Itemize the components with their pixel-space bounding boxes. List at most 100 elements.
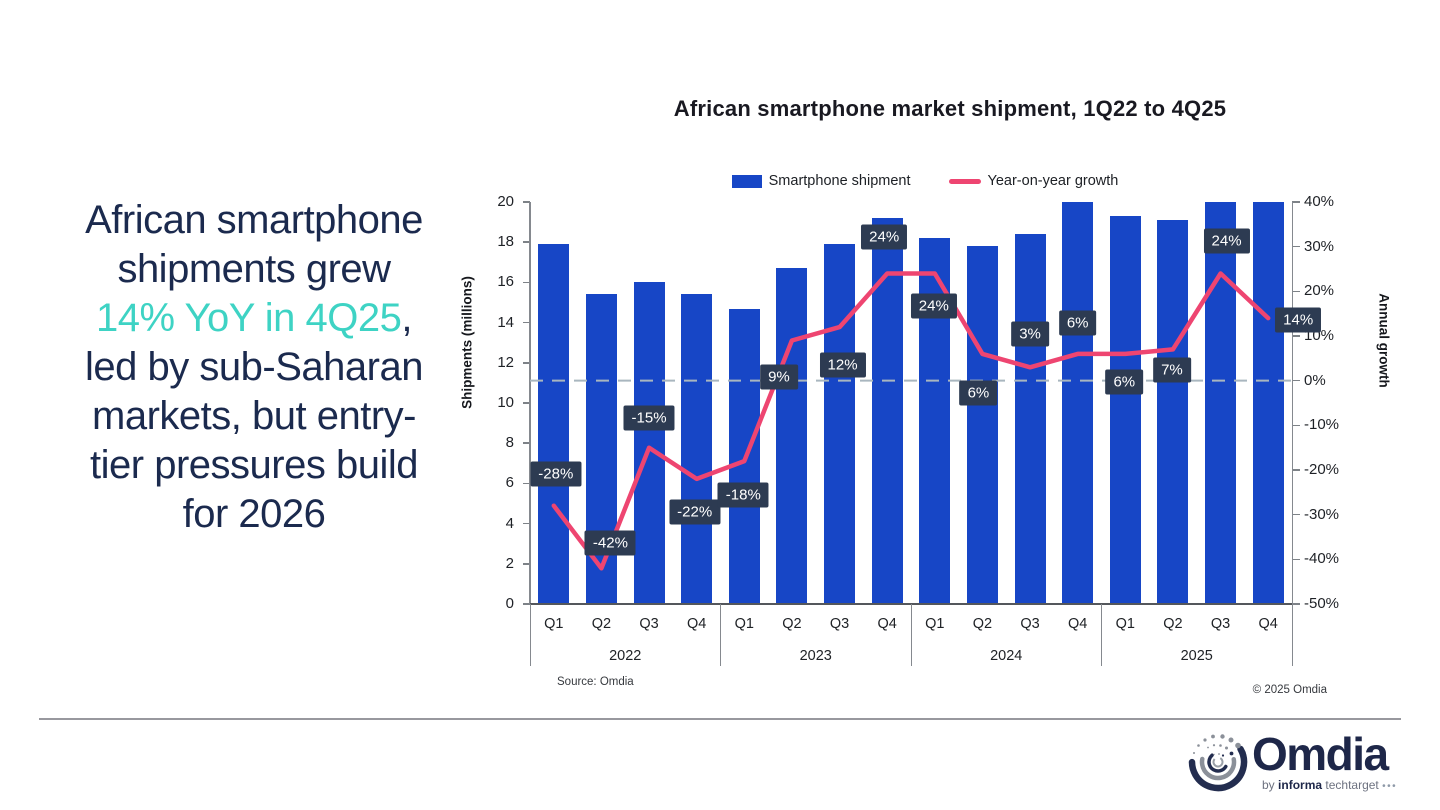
legend-label-growth: Year-on-year growth	[987, 173, 1119, 189]
omdia-logo-icon	[1186, 730, 1250, 794]
x-axis-quarter-label: Q3	[829, 616, 850, 632]
x-axis-quarter-label: Q3	[1020, 616, 1040, 632]
x-axis-quarter-label: Q2	[782, 616, 802, 632]
footer-divider	[39, 718, 1401, 720]
shipment-swatch-icon	[731, 174, 762, 188]
right-axis-tick	[1292, 558, 1300, 561]
right-axis-tick	[1292, 335, 1300, 337]
chart-title: African smartphone market shipment, 1Q22…	[673, 96, 1227, 121]
left-axis-tick-label: 20	[497, 193, 514, 210]
growth-label: -15%	[623, 405, 675, 431]
right-axis-tick-label: -50%	[1304, 595, 1340, 612]
headline-line-4: led by sub-Saharan	[85, 345, 423, 389]
right-axis-tick	[1292, 424, 1300, 427]
shipment-bar	[585, 294, 617, 604]
right-axis-tick-label: -20%	[1304, 461, 1340, 478]
growth-label: 24%	[861, 224, 908, 250]
x-axis-year-label: 2025	[1180, 648, 1213, 664]
x-axis-quarter-label: Q2	[591, 616, 612, 632]
left-axis-tick-label: 4	[505, 514, 514, 532]
growth-swatch-icon	[948, 178, 981, 184]
x-axis-quarter-label: Q1	[925, 616, 945, 632]
growth-label: 24%	[1203, 228, 1250, 254]
left-axis-tick	[523, 241, 530, 243]
x-axis-quarter-label: Q3	[639, 616, 659, 632]
shipment-bar	[538, 244, 570, 604]
right-axis-tick-label: -30%	[1304, 505, 1340, 523]
x-axis-quarter-label: Q2	[972, 616, 993, 632]
growth-label: 6%	[1058, 310, 1097, 336]
right-axis-tick	[1292, 290, 1300, 293]
left-axis-tick-label: 10	[497, 394, 514, 411]
x-axis-quarter-label: Q4	[877, 616, 897, 632]
right-axis-tick	[1292, 469, 1300, 471]
shipment-bar	[681, 294, 713, 604]
growth-label: 7%	[1153, 357, 1191, 383]
source-note: Source: Omdia	[557, 676, 634, 688]
headline-line-1: African smartphone	[85, 198, 423, 242]
headline-line-2: shipments grew	[117, 247, 391, 291]
left-axis-tick	[523, 362, 530, 364]
right-axis-tick	[1292, 201, 1300, 203]
left-axis-tick	[523, 201, 530, 203]
left-axis-tick-label: 8	[505, 434, 514, 452]
left-axis-tick-label: 16	[497, 273, 514, 291]
omdia-logo-text: Omdia	[1252, 728, 1389, 780]
left-axis-tick	[523, 603, 530, 605]
shipment-bar	[728, 308, 760, 604]
growth-label: 9%	[760, 364, 798, 390]
headline-highlight: 14% YoY in 4Q25	[96, 296, 402, 340]
left-axis-tick	[523, 563, 530, 565]
chart-legend: Smartphone shipment Year-on-year growth	[505, 173, 1345, 189]
x-axis-quarter-label: Q1	[734, 616, 754, 632]
right-axis-tick-label: 20%	[1304, 282, 1335, 300]
left-axis-tick	[523, 522, 530, 525]
omdia-logo-subtext: by informa techtarget •••	[1262, 778, 1397, 792]
left-axis-tick-label: 0	[505, 595, 514, 612]
right-axis-tick-label: -40%	[1304, 550, 1340, 568]
left-axis-tick	[523, 321, 530, 324]
growth-label: -18%	[717, 482, 769, 508]
left-axis-tick-label: 14	[497, 313, 514, 331]
headline-line-5: markets, but entry-	[92, 394, 416, 438]
logo-sub-techtarget: techtarget	[1325, 778, 1379, 792]
growth-label: -22%	[669, 499, 721, 525]
right-axis-tick	[1292, 603, 1300, 605]
right-axis-tick-label: 30%	[1304, 237, 1335, 255]
left-axis-tick	[523, 281, 530, 284]
shipment-bar	[824, 244, 856, 604]
logo-sub-dots-icon: •••	[1382, 781, 1398, 792]
x-axis-quarter-label: Q3	[1210, 616, 1231, 632]
headline-highlight-suffix: ,	[401, 296, 412, 340]
shipment-bar	[633, 282, 665, 604]
x-axis-year-label: 2023	[799, 648, 832, 664]
x-axis-year-label: 2022	[609, 648, 642, 664]
right-axis-tick	[1292, 513, 1300, 516]
left-axis-tick-label: 12	[497, 353, 514, 371]
left-axis-tick	[523, 402, 530, 404]
growth-label: -28%	[530, 461, 582, 487]
left-axis-tick	[523, 482, 530, 485]
x-axis-quarter-label: Q4	[687, 616, 707, 632]
right-axis-tick-label: -10%	[1304, 416, 1340, 434]
left-axis-line	[529, 202, 531, 604]
x-axis-quarter-label: Q2	[1163, 616, 1183, 632]
logo-sub-by: by	[1262, 778, 1275, 792]
left-axis-tick-label: 2	[505, 554, 514, 572]
year-separator	[720, 604, 722, 666]
year-separator	[529, 604, 531, 666]
x-axis-quarter-label: Q1	[544, 616, 564, 632]
growth-label: 3%	[1011, 321, 1049, 347]
legend-label-shipment: Smartphone shipment	[768, 173, 911, 189]
x-axis-quarter-label: Q4	[1068, 616, 1088, 632]
year-separator	[1101, 604, 1103, 666]
growth-label: 24%	[910, 293, 957, 319]
shipment-bar	[1252, 202, 1284, 604]
headline-line-6: tier pressures build	[90, 443, 418, 487]
shipment-bar	[871, 218, 903, 604]
right-axis-tick	[1292, 379, 1300, 382]
shipment-bar	[776, 268, 808, 604]
growth-label: 6%	[1105, 369, 1144, 395]
year-separator	[1291, 604, 1293, 666]
